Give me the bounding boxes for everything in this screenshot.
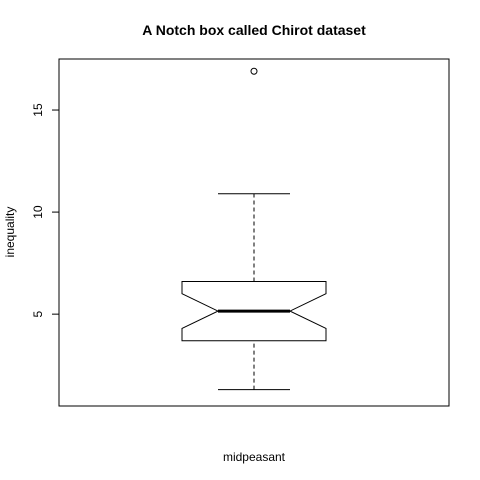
- outlier-point-0: [250, 67, 258, 75]
- x-axis-label: midpeasant: [223, 450, 286, 464]
- y-axis: 5 10 15: [31, 103, 60, 317]
- chart-title: A Notch box called Chirot dataset: [142, 22, 366, 38]
- y-tick-label-15: 15: [31, 103, 45, 117]
- y-axis-label: inequality: [3, 207, 17, 258]
- notched-box: [181, 281, 327, 342]
- y-tick-label-10: 10: [31, 205, 45, 219]
- box-series-midpeasant: [181, 67, 327, 391]
- y-tick-label-5: 5: [31, 310, 45, 317]
